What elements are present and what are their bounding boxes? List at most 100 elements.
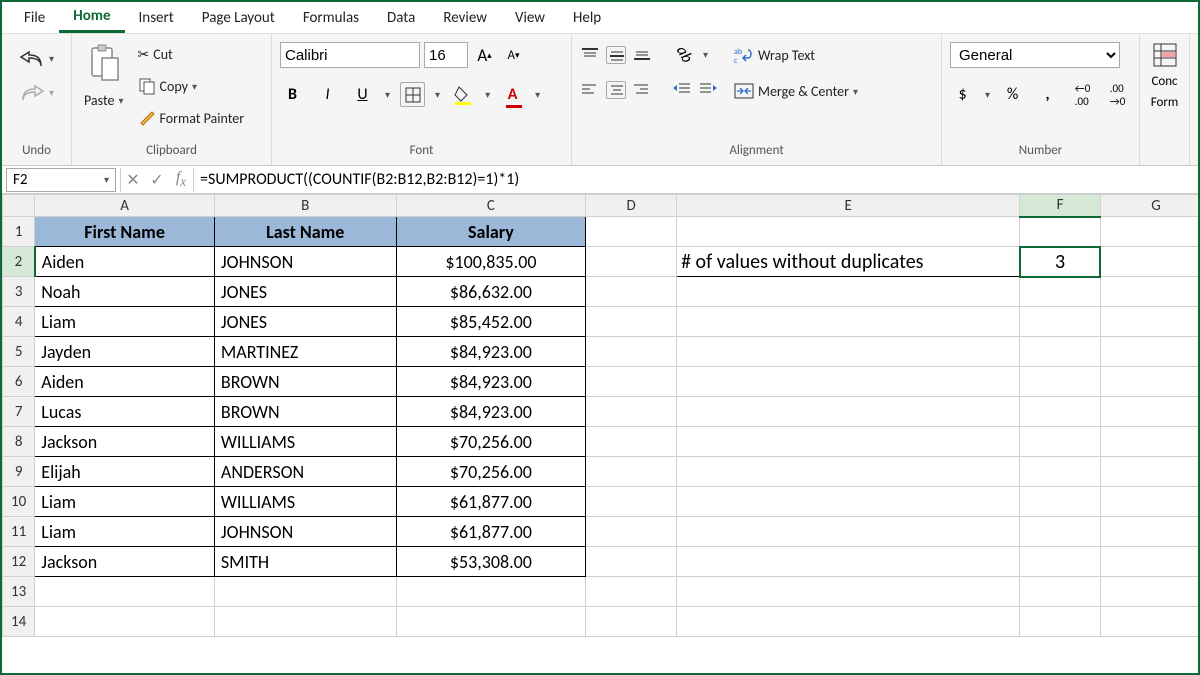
italic-button[interactable]: I xyxy=(315,82,340,107)
col-header-D[interactable]: D xyxy=(586,195,677,217)
row-header-4[interactable]: 4 xyxy=(3,307,35,337)
col-header-F[interactable]: F xyxy=(1020,195,1101,217)
decrease-indent-icon[interactable] xyxy=(672,81,692,99)
align-center-icon[interactable] xyxy=(606,81,626,99)
menu-home[interactable]: Home xyxy=(59,2,124,33)
cell-D10[interactable] xyxy=(586,487,677,517)
increase-decimal-button[interactable]: ←0.00 xyxy=(1070,82,1095,107)
cell-C6[interactable]: $84,923.00 xyxy=(396,367,586,397)
conditional-formatting-icon[interactable] xyxy=(1152,42,1178,68)
align-bottom-icon[interactable] xyxy=(632,46,652,64)
cell-A13[interactable] xyxy=(35,577,215,607)
menu-help[interactable]: Help xyxy=(559,4,615,32)
row-header-6[interactable]: 6 xyxy=(3,367,35,397)
cell-F4[interactable] xyxy=(1020,307,1101,337)
row-header-12[interactable]: 12 xyxy=(3,547,35,577)
cell-E7[interactable] xyxy=(677,397,1020,427)
cell-F5[interactable] xyxy=(1020,337,1101,367)
cell-G2[interactable] xyxy=(1100,247,1198,277)
cell-F10[interactable] xyxy=(1020,487,1101,517)
cell-E9[interactable] xyxy=(677,457,1020,487)
cell-G6[interactable] xyxy=(1100,367,1198,397)
cell-E12[interactable] xyxy=(677,547,1020,577)
menu-review[interactable]: Review xyxy=(429,4,501,32)
cell-B11[interactable]: JOHNSON xyxy=(214,517,396,547)
cell-F11[interactable] xyxy=(1020,517,1101,547)
name-box[interactable]: F2 ▾ xyxy=(6,168,116,192)
menu-view[interactable]: View xyxy=(501,4,559,32)
cell-B4[interactable]: JONES xyxy=(214,307,396,337)
paste-button[interactable]: Paste ▾ xyxy=(80,90,128,111)
cell-A5[interactable]: Jayden xyxy=(35,337,215,367)
select-all-cell[interactable] xyxy=(3,195,35,217)
cell-F14[interactable] xyxy=(1020,607,1101,637)
row-header-7[interactable]: 7 xyxy=(3,397,35,427)
cell-C3[interactable]: $86,632.00 xyxy=(396,277,586,307)
cell-A6[interactable]: Aiden xyxy=(35,367,215,397)
accept-formula-button[interactable]: ✓ xyxy=(145,170,169,190)
row-header-9[interactable]: 9 xyxy=(3,457,35,487)
cell-D7[interactable] xyxy=(586,397,677,427)
cell-E13[interactable] xyxy=(677,577,1020,607)
cell-B7[interactable]: BROWN xyxy=(214,397,396,427)
cell-E8[interactable] xyxy=(677,427,1020,457)
row-header-5[interactable]: 5 xyxy=(3,337,35,367)
cell-B6[interactable]: BROWN xyxy=(214,367,396,397)
col-header-G[interactable]: G xyxy=(1100,195,1198,217)
cell-E6[interactable] xyxy=(677,367,1020,397)
copy-button[interactable]: Copy ▾ xyxy=(134,75,249,97)
cell-B8[interactable]: WILLIAMS xyxy=(214,427,396,457)
cell-E5[interactable] xyxy=(677,337,1020,367)
fill-color-button[interactable] xyxy=(450,82,475,107)
cell-A1[interactable]: First Name xyxy=(35,217,215,247)
row-header-1[interactable]: 1 xyxy=(3,217,35,247)
cell-B1[interactable]: Last Name xyxy=(214,217,396,247)
cell-B13[interactable] xyxy=(214,577,396,607)
cancel-formula-button[interactable]: ✕ xyxy=(121,170,145,190)
cell-A14[interactable] xyxy=(35,607,215,637)
cell-E3[interactable] xyxy=(677,277,1020,307)
cell-B5[interactable]: MARTINEZ xyxy=(214,337,396,367)
cell-G11[interactable] xyxy=(1100,517,1198,547)
cell-G7[interactable] xyxy=(1100,397,1198,427)
cell-B3[interactable]: JONES xyxy=(214,277,396,307)
align-left-icon[interactable] xyxy=(580,81,600,99)
cell-F6[interactable] xyxy=(1020,367,1101,397)
cell-A7[interactable]: Lucas xyxy=(35,397,215,427)
format-painter-button[interactable]: Format Painter xyxy=(134,107,249,129)
cell-G1[interactable] xyxy=(1100,217,1198,247)
cell-C7[interactable]: $84,923.00 xyxy=(396,397,586,427)
align-right-icon[interactable] xyxy=(632,81,652,99)
undo-button[interactable]: ▾ xyxy=(15,46,58,70)
cell-G8[interactable] xyxy=(1100,427,1198,457)
underline-button[interactable]: U xyxy=(350,82,375,107)
cell-A10[interactable]: Liam xyxy=(35,487,215,517)
chevron-down-icon[interactable]: ▾ xyxy=(104,173,109,186)
cell-C9[interactable]: $70,256.00 xyxy=(396,457,586,487)
cell-C1[interactable]: Salary xyxy=(396,217,586,247)
cell-G4[interactable] xyxy=(1100,307,1198,337)
cell-E11[interactable] xyxy=(677,517,1020,547)
cell-A8[interactable]: Jackson xyxy=(35,427,215,457)
row-header-13[interactable]: 13 xyxy=(3,577,35,607)
cell-A4[interactable]: Liam xyxy=(35,307,215,337)
cell-F12[interactable] xyxy=(1020,547,1101,577)
cell-D1[interactable] xyxy=(586,217,677,247)
cell-E1[interactable] xyxy=(677,217,1020,247)
menu-file[interactable]: File xyxy=(10,4,59,32)
comma-format-button[interactable]: , xyxy=(1035,82,1060,107)
cell-B10[interactable]: WILLIAMS xyxy=(214,487,396,517)
row-header-14[interactable]: 14 xyxy=(3,607,35,637)
cell-C14[interactable] xyxy=(396,607,586,637)
formula-input[interactable]: =SUMPRODUCT((COUNTIF(B2:B12,B2:B12)=1)*1… xyxy=(194,170,1198,189)
cell-D8[interactable] xyxy=(586,427,677,457)
cell-F3[interactable] xyxy=(1020,277,1101,307)
cell-D6[interactable] xyxy=(586,367,677,397)
decrease-font-icon[interactable]: A▾ xyxy=(501,43,526,68)
align-top-icon[interactable] xyxy=(580,46,600,64)
font-color-button[interactable]: A xyxy=(500,82,525,107)
accounting-format-button[interactable]: $ xyxy=(950,82,975,107)
cell-C13[interactable] xyxy=(396,577,586,607)
cell-E14[interactable] xyxy=(677,607,1020,637)
cell-D12[interactable] xyxy=(586,547,677,577)
